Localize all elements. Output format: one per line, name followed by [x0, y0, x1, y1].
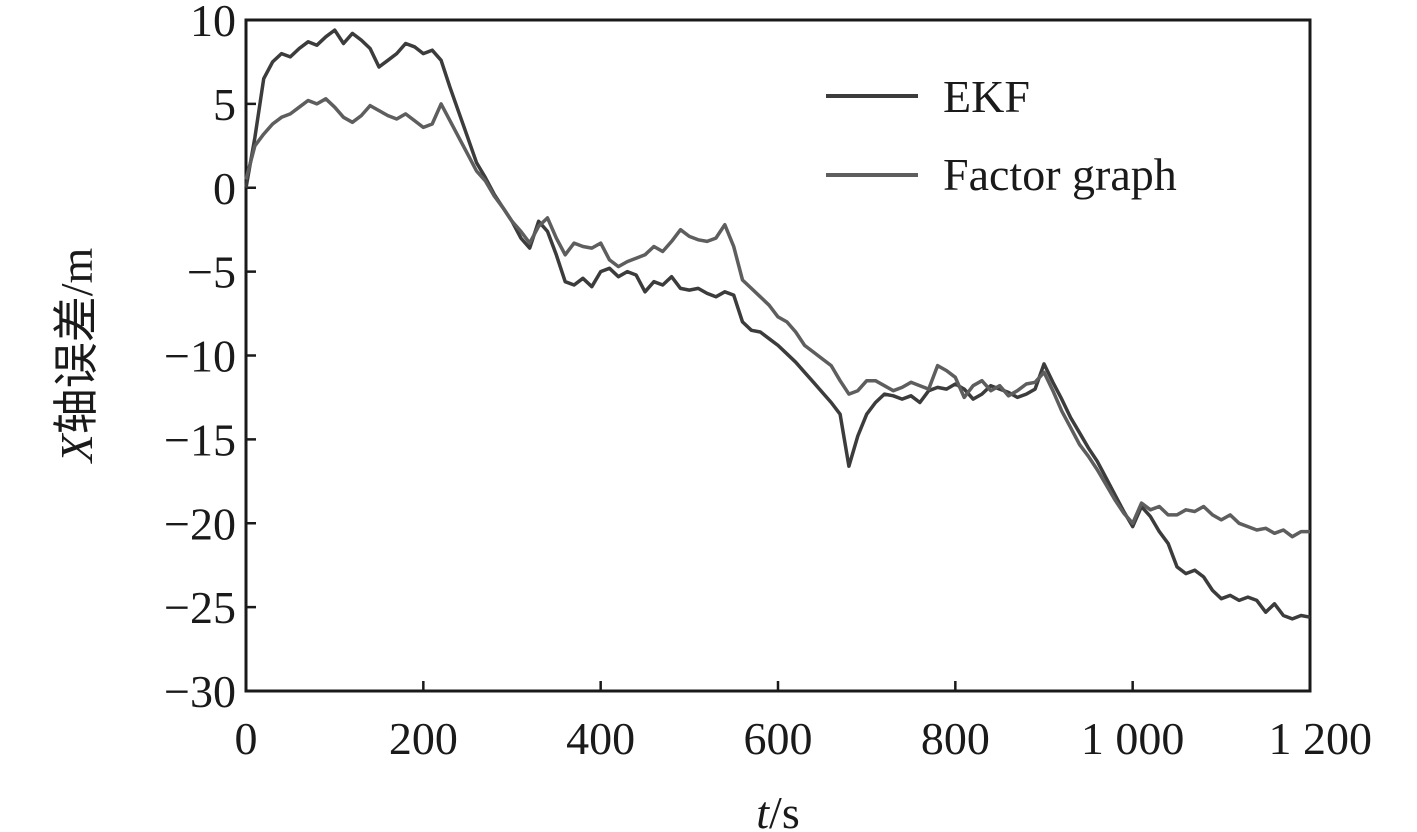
y-tick-label: −15	[164, 414, 236, 465]
y-axis-title-text: 轴误差/m	[51, 247, 102, 434]
series-line-factor-graph	[244, 97, 1310, 539]
y-tick-label: 5	[213, 79, 236, 130]
y-tick-label: −30	[164, 666, 236, 717]
x-axis-title-unit: /s	[769, 787, 800, 832]
plot-area	[244, 18, 1312, 693]
x-tick-label: 1 200	[1269, 713, 1373, 764]
x-axis-title: t/s	[756, 787, 799, 832]
series-line-ekf	[244, 28, 1311, 621]
x-tick-label: 0	[235, 713, 258, 764]
y-tick-label: −10	[164, 331, 236, 382]
y-tick-label: −25	[164, 582, 236, 633]
legend-label-ekf: EKF	[943, 71, 1030, 122]
y-tick-label: −5	[187, 247, 236, 298]
x-tick-label: 200	[389, 713, 458, 764]
y-axis-title-var: X	[51, 432, 102, 464]
x-tick-label: 1 000	[1081, 713, 1185, 764]
x-tick-label: 600	[744, 713, 813, 764]
x-tick-label: 800	[921, 713, 990, 764]
legend-label-factor-graph: Factor graph	[943, 149, 1177, 200]
plot-frame	[244, 18, 1312, 693]
series-layer	[244, 28, 1311, 621]
y-tick-label: 10	[190, 0, 236, 46]
y-tick-label: 0	[213, 163, 236, 214]
y-axis-title: X轴误差/m	[51, 247, 102, 464]
y-axis: 10 5 0 −5 −10 −15 −20 −25 −30	[164, 0, 256, 717]
y-tick-label: −20	[164, 498, 236, 549]
x-axis: 0 200 400 600 800 1 000 1 200	[235, 681, 1373, 764]
legend: EKF Factor graph	[826, 71, 1177, 200]
x-tick-label: 400	[566, 713, 635, 764]
x-axis-title-var: t	[756, 787, 770, 832]
